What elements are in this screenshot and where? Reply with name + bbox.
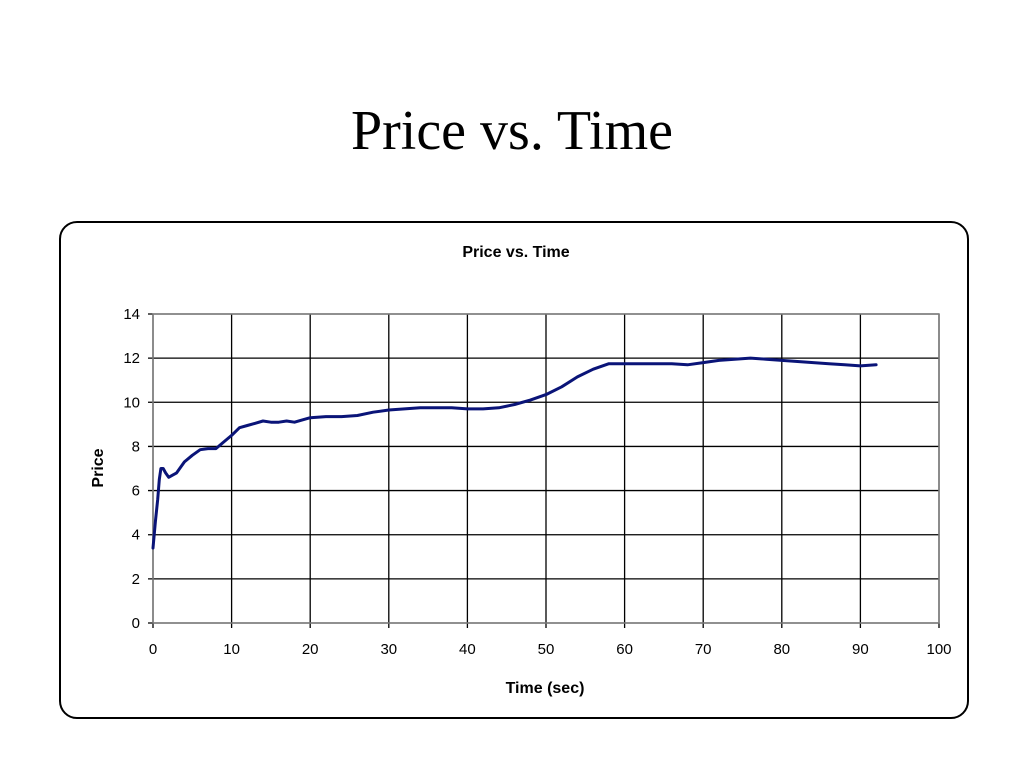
x-axis-ticks: 0 10 20 30 40 50 60 70 80 90 100 [149,641,952,658]
y-tick-label: 0 [132,615,140,632]
x-tick-label: 80 [773,641,790,658]
y-tick-label: 10 [123,394,140,411]
x-tick-label: 50 [538,641,555,658]
y-axis-label: Price [90,448,107,487]
y-tick-label: 6 [132,483,140,500]
y-tick-label: 8 [132,438,140,455]
x-tick-label: 20 [302,641,319,658]
x-tick-label: 40 [459,641,476,658]
y-tick-label: 12 [123,350,140,367]
x-tick-label: 90 [852,641,869,658]
plot-area-border [152,313,940,624]
x-tick-label: 10 [223,641,240,658]
x-axis-label: Time (sec) [506,680,585,697]
x-tick-label: 60 [616,641,633,658]
y-axis-ticks: 0 2 4 6 8 10 12 14 [123,306,140,632]
price-series-line [151,356,878,550]
x-tick-label: 0 [149,641,157,658]
chart-title: Price vs. Time [462,244,569,261]
y-tick-label: 2 [132,571,140,588]
x-tick-label: 30 [380,641,397,658]
x-tick-label: 100 [926,641,951,658]
x-tick-label: 70 [695,641,712,658]
chart-frame: Price vs. Time 0 10 20 30 40 50 60 70 80 90 100 0 2… [59,221,969,719]
y-tick-label: 14 [123,306,140,323]
y-tick-label: 4 [132,527,140,544]
chart-grid [148,313,940,628]
slide-title: Price vs. Time [350,100,674,162]
price-time-chart: Price vs. Time 0 10 20 30 40 50 60 70 80 90 100 0 2… [90,244,952,697]
